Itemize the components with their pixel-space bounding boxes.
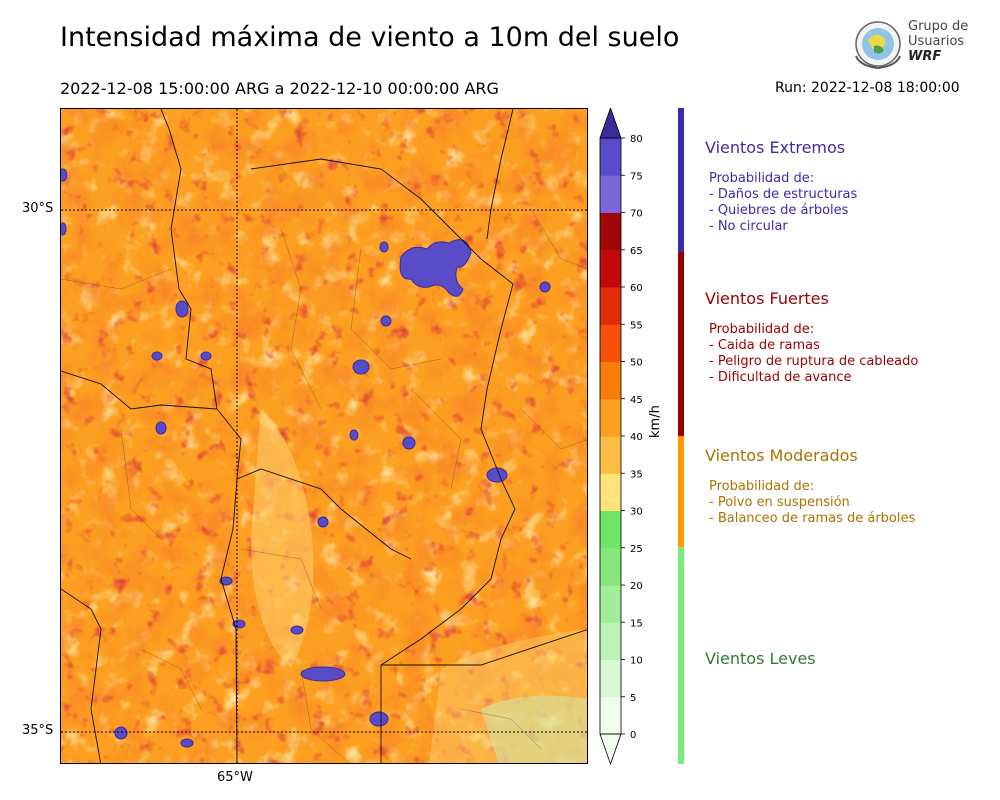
- bar-leves: [678, 547, 684, 764]
- lat-label-30s: 30°S: [22, 201, 54, 216]
- colorbar-segment: [600, 436, 621, 474]
- legend-fuertes-line: - Dificultad de avance: [709, 370, 852, 385]
- light-wind-zone: [481, 695, 587, 763]
- legend-fuertes-line: - Caida de ramas: [709, 338, 820, 353]
- logo-text: Grupo de Usuarios WRF: [908, 19, 968, 64]
- colorbar-tick-label: 35: [630, 469, 643, 480]
- map-title: Intensidad máxima de viento a 10m del su…: [60, 22, 680, 53]
- legend-extremos-line: - Daños de estructuras: [709, 187, 858, 202]
- legend-moderados-lines: Probabilidad de: - Polvo en suspensión -…: [705, 479, 915, 527]
- legend-extremos-lines: Probabilidad de: - Daños de estructuras …: [705, 171, 857, 235]
- colorbar-over-arrow: [599, 108, 622, 139]
- bar-extremos: [678, 108, 684, 252]
- colorbar-tick-label: 55: [630, 320, 643, 331]
- wind-colorbar: 0 5 10 15 20 25 30 35 40 45 50 55 60 65 70 75 80: [599, 108, 643, 766]
- colorbar-tick-label: 50: [630, 358, 643, 369]
- legend-fuertes-line: - Peligro de ruptura de cableado: [709, 354, 919, 369]
- colorbar-segment: [600, 696, 621, 735]
- legend-moderados-line: Probabilidad de:: [709, 479, 815, 494]
- colorbar-tick-label: 65: [630, 246, 643, 257]
- legend-extremos: Vientos Extremos Probabilidad de: - Daño…: [705, 138, 857, 235]
- legend-moderados: Vientos Moderados Probabilidad de: - Pol…: [705, 446, 915, 527]
- run-time: Run: 2022-12-08 18:00:00: [775, 80, 960, 96]
- colorbar-segment: [600, 361, 621, 400]
- logo-line3: WRF: [908, 49, 942, 64]
- legend-extremos-line: - Quiebres de árboles: [709, 203, 849, 218]
- legend-extremos-title: Vientos Extremos: [705, 138, 846, 157]
- graticule: [61, 109, 587, 763]
- legend-fuertes: Vientos Fuertes Probabilidad de: - Caida…: [705, 289, 918, 386]
- colorbar-tick-label: 20: [630, 581, 643, 592]
- colorbar-segment: [600, 138, 621, 176]
- colorbar-segment: [600, 287, 621, 325]
- legend-fuertes-lines: Probabilidad de: - Caida de ramas - Peli…: [705, 322, 918, 386]
- logo-line2: Usuarios: [908, 34, 965, 49]
- legend-leves-title: Vientos Leves: [705, 649, 816, 668]
- colorbar-segment: [600, 622, 621, 660]
- colorbar-tick-label: 70: [630, 209, 643, 220]
- colorbar-segment: [600, 398, 621, 437]
- colorbar-segment: [600, 473, 621, 511]
- colorbar-tick-label: 45: [630, 395, 643, 406]
- legend-fuertes-line: Probabilidad de:: [709, 322, 815, 337]
- colorbar-segment: [600, 510, 621, 549]
- bar-moderados: [678, 436, 684, 547]
- province-boundaries: [61, 109, 587, 763]
- colorbar-unit: km/h: [648, 405, 663, 438]
- wind-map: [60, 108, 588, 764]
- bar-fuertes: [678, 252, 684, 436]
- grupo-wrf-logo-icon: [855, 21, 901, 70]
- colorbar-ticks: 0 5 10 15 20 25 30 35 40 45 50 55 60 65 70 75 80: [621, 134, 643, 741]
- calm-zone-south: [429, 629, 587, 763]
- lon-label-65w: 65°W: [217, 770, 253, 785]
- very-strong-wind-texture: [61, 109, 587, 763]
- legend-extremos-line: Probabilidad de:: [709, 171, 815, 186]
- logo-line1: Grupo de: [908, 19, 969, 34]
- wind-field-svg: [61, 109, 587, 763]
- colorbar-segments: [599, 108, 622, 766]
- legend-fuertes-title: Vientos Fuertes: [705, 289, 829, 308]
- colorbar-segment: [600, 547, 621, 586]
- colorbar-tick-label: 40: [630, 432, 643, 443]
- forecast-period: 2022-12-08 15:00:00 ARG a 2022-12-10 00:…: [60, 79, 499, 98]
- colorbar-under-arrow: [599, 733, 622, 766]
- colorbar-tick-label: 30: [630, 507, 643, 518]
- colorbar-tick-label: 75: [630, 171, 643, 182]
- legend-moderados-line: - Balanceo de ramas de árboles: [709, 511, 916, 526]
- department-boundaries: [61, 208, 587, 763]
- colorbar-tick-label: 10: [630, 656, 643, 667]
- colorbar-segment: [600, 324, 621, 362]
- colorbar-tick-label: 0: [630, 730, 636, 741]
- legend-moderados-title: Vientos Moderados: [705, 446, 858, 465]
- colorbar-tick-label: 5: [630, 693, 636, 704]
- lat-label-35s: 35°S: [22, 723, 54, 738]
- colorbar-tick-label: 15: [630, 618, 643, 629]
- legend-leves: Vientos Leves: [705, 649, 816, 668]
- extreme-wind-cells: [61, 168, 551, 748]
- colorbar-tick-label: 80: [630, 134, 643, 145]
- colorbar-tick-label: 25: [630, 544, 643, 555]
- colorbar-segment: [600, 175, 621, 213]
- calm-zone: [251, 409, 314, 669]
- colorbar-segment: [600, 585, 621, 623]
- colorbar-segment: [600, 249, 621, 288]
- legend-moderados-line: - Polvo en suspensión: [709, 495, 850, 510]
- colorbar-segment: [600, 212, 621, 251]
- colorbar-tick-label: 60: [630, 283, 643, 294]
- colorbar-segment: [600, 659, 621, 698]
- legend-extremos-line: - No circular: [709, 219, 788, 234]
